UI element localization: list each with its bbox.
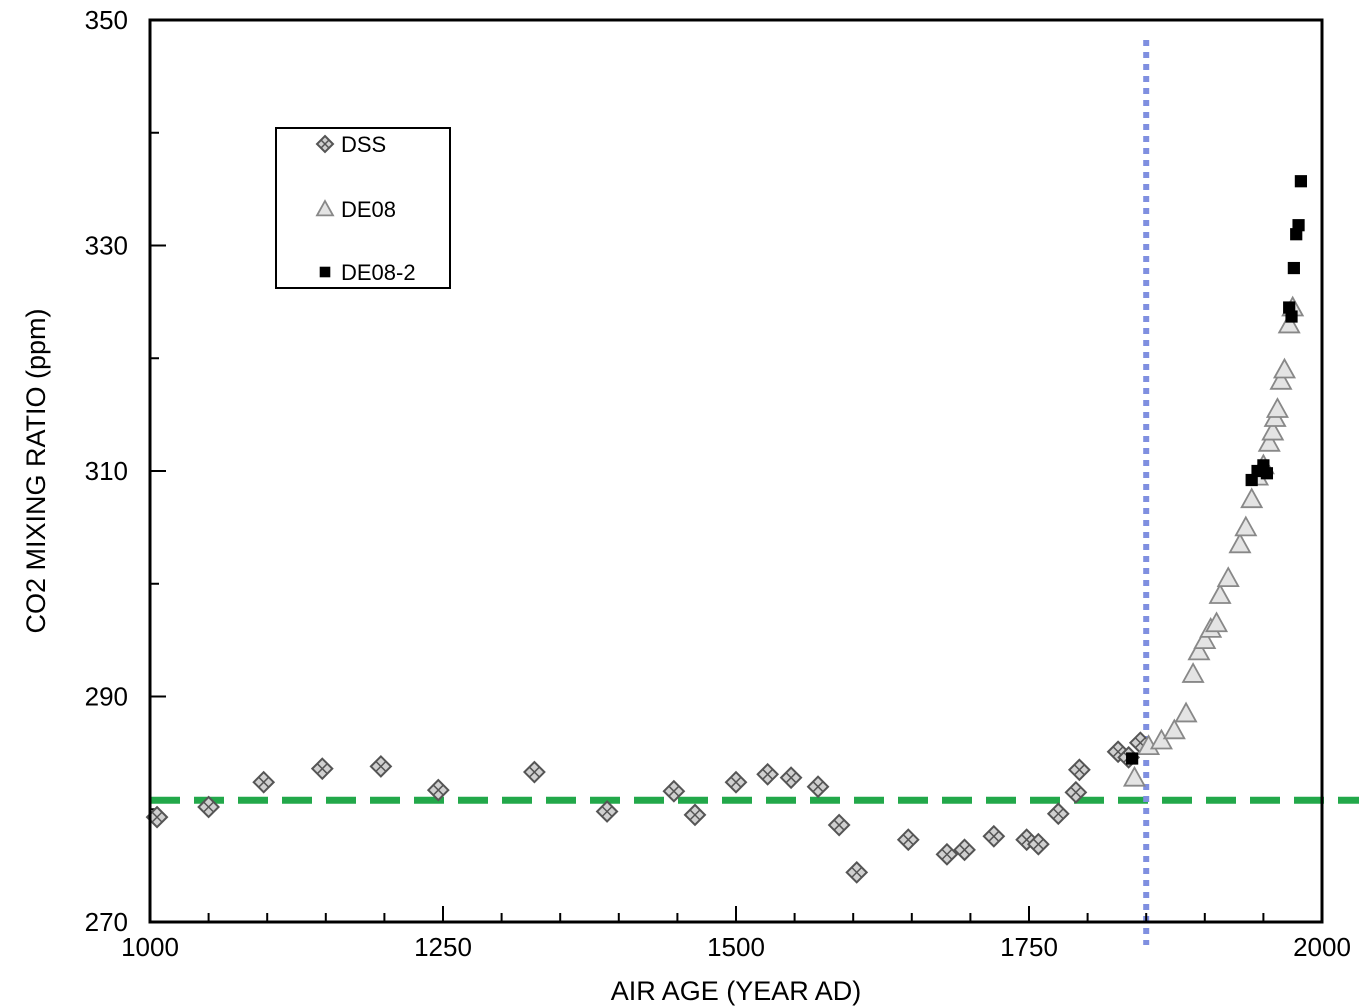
- y-tick-label: 350: [85, 5, 128, 35]
- data-point: [1261, 419, 1285, 441]
- data-point: [982, 824, 1006, 848]
- data-point: [1187, 639, 1211, 661]
- data-point: [426, 778, 450, 802]
- data-point: [1269, 368, 1293, 390]
- data-point: [1292, 219, 1305, 232]
- x-tick-label: 1250: [414, 932, 472, 962]
- legend-box: [275, 127, 451, 289]
- data-point: [1026, 832, 1050, 856]
- data-point: [1193, 628, 1217, 650]
- data-point: [595, 800, 619, 823]
- plot-frame: [148, 18, 1324, 924]
- data-point: [1046, 802, 1070, 826]
- data-point: [662, 779, 686, 803]
- legend-marker: [315, 134, 335, 154]
- x-tick-label: 1000: [121, 932, 179, 962]
- data-point: [1265, 397, 1289, 418]
- series-de08: [1122, 295, 1305, 787]
- data-point: [1228, 532, 1252, 554]
- data-point: [1294, 175, 1308, 188]
- series-dss: [145, 731, 1152, 884]
- data-point: [252, 770, 276, 794]
- data-point: [756, 762, 780, 786]
- data-point: [1174, 701, 1198, 723]
- series-de08-2: [1126, 175, 1308, 765]
- data-point: [1257, 430, 1281, 452]
- y-tick-label: 310: [85, 456, 128, 486]
- data-point: [523, 760, 546, 784]
- data-point: [1122, 765, 1147, 787]
- x-tick-label: 1750: [1000, 932, 1058, 962]
- data-point: [1240, 487, 1264, 509]
- data-point: [1067, 758, 1091, 782]
- data-point: [1277, 312, 1301, 334]
- data-point: [1285, 310, 1298, 323]
- x-tick-label: 2000: [1293, 932, 1351, 962]
- data-point: [1260, 467, 1274, 480]
- data-point: [779, 766, 803, 790]
- legend-label: DSS: [341, 132, 386, 157]
- data-point: [369, 754, 393, 778]
- data-point: [845, 860, 869, 884]
- data-point: [935, 842, 959, 866]
- legend: DSS DE08 DE08-2: [275, 127, 451, 289]
- data-point: [724, 770, 748, 794]
- legend-label: DE08: [341, 197, 396, 222]
- y-tick-label: 270: [85, 907, 128, 937]
- legend-marker: [315, 199, 335, 217]
- data-point: [1064, 780, 1088, 804]
- data-point: [1204, 611, 1229, 633]
- y-axis-title: CO2 MIXING RATIO (ppm): [21, 308, 51, 633]
- data-point: [1181, 662, 1205, 683]
- data-point: [827, 813, 851, 837]
- y-tick-label: 330: [85, 231, 128, 261]
- legend-label: DE08-2: [341, 260, 416, 285]
- legend-marker: [319, 266, 331, 278]
- data-point: [1272, 357, 1297, 379]
- data-point: [1208, 583, 1232, 604]
- data-point: [896, 828, 920, 852]
- x-tick-label: 1500: [707, 932, 765, 962]
- data-point: [1162, 718, 1186, 740]
- data-point: [1287, 261, 1300, 275]
- data-point: [1216, 566, 1240, 588]
- data-point: [310, 757, 334, 781]
- x-axis-title: AIR AGE (YEAR AD): [611, 976, 862, 1006]
- y-tick-label: 290: [85, 682, 128, 712]
- data-point: [1149, 728, 1173, 750]
- data-point: [683, 803, 707, 827]
- data-point: [1126, 752, 1139, 765]
- data-point: [953, 838, 976, 862]
- data-point: [806, 775, 830, 799]
- data-point: [1234, 515, 1258, 537]
- data-point: [197, 795, 221, 819]
